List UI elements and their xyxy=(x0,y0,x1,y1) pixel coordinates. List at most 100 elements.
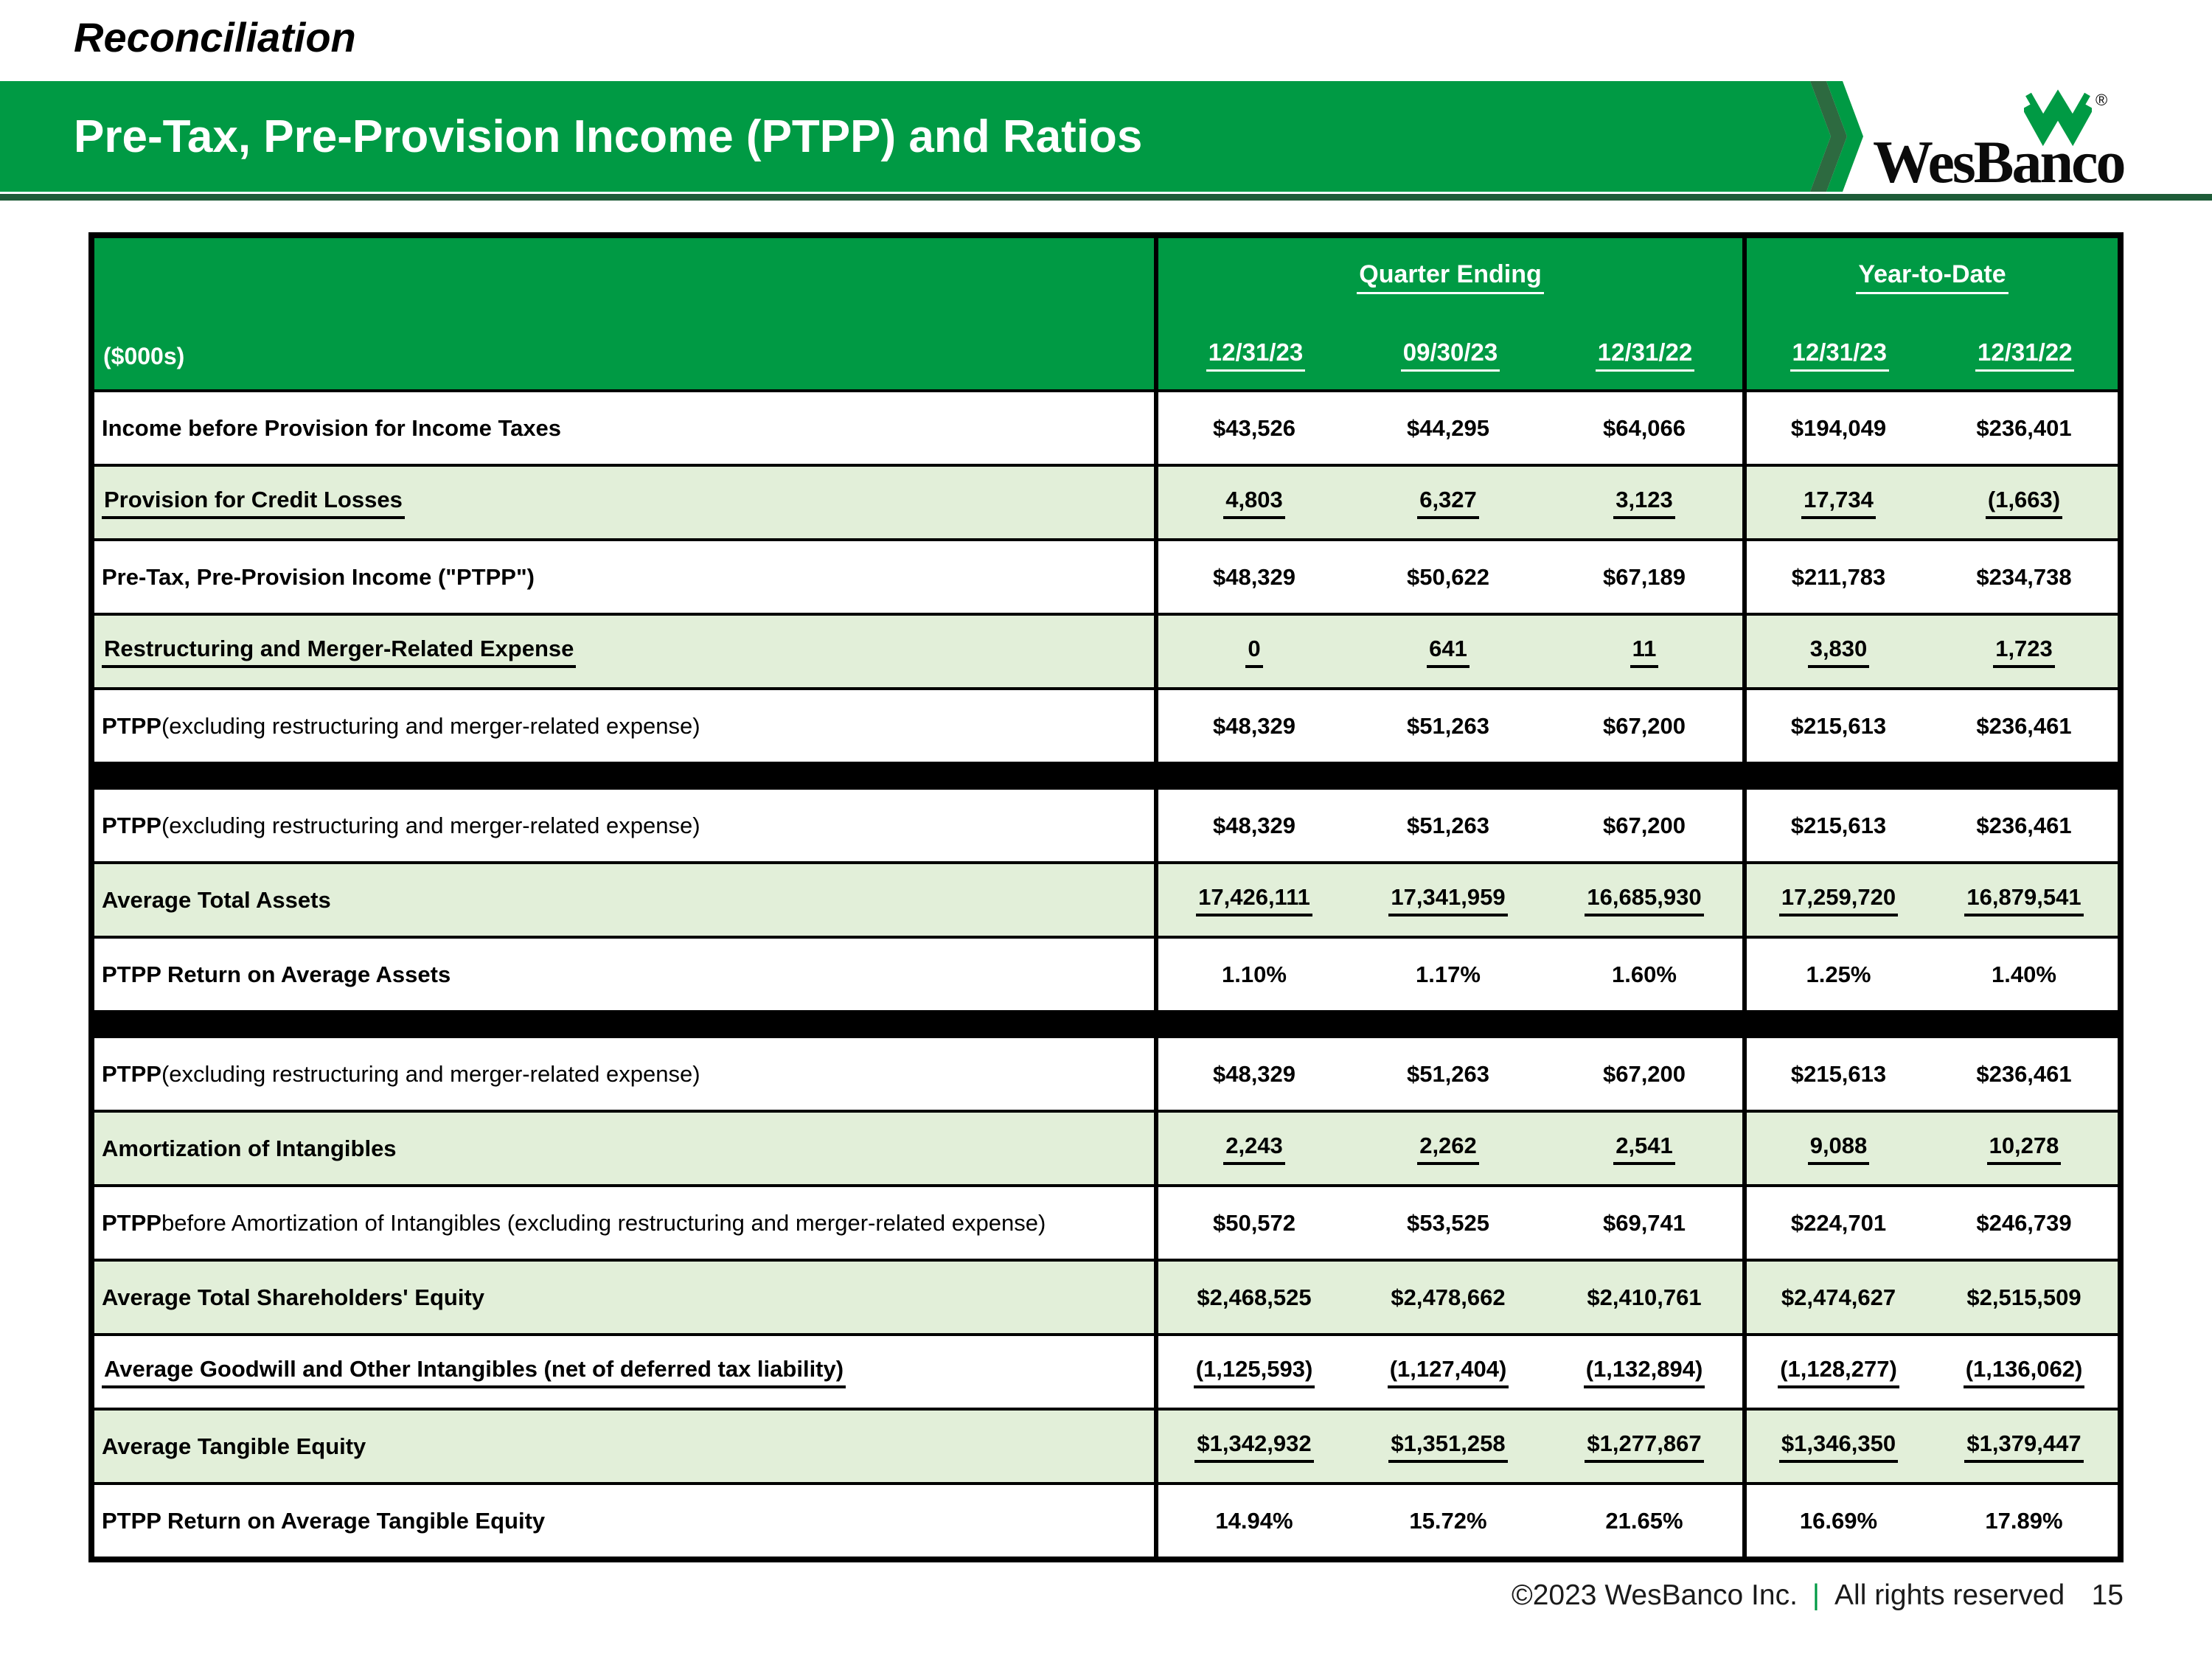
cell-value: $2,478,662 xyxy=(1391,1284,1506,1310)
cell-value: 17,426,111 xyxy=(1154,864,1350,936)
cell-value: 11 xyxy=(1546,616,1742,687)
cell-value: $215,613 xyxy=(1742,690,1930,762)
cell-value: 17,259,720 xyxy=(1742,864,1930,936)
table-row: Pre-Tax, Pre-Provision Income ("PTPP") $4… xyxy=(94,538,2118,613)
cell-value: (1,127,404) xyxy=(1350,1336,1546,1408)
date-headers: 12/31/23 12/31/22 xyxy=(1747,338,2118,372)
cell-value: $1,346,350 xyxy=(1742,1411,1930,1482)
table-row: Amortization of Intangibles 2,243 2,262 2,5… xyxy=(94,1110,2118,1184)
cell-value: (1,136,062) xyxy=(1930,1336,2118,1408)
banner-title: Pre-Tax, Pre-Provision Income (PTPP) and… xyxy=(74,111,1143,162)
cell-value: $50,622 xyxy=(1406,563,1490,590)
cell-value: $215,613 xyxy=(1742,1038,1930,1110)
cell-value: $211,783 xyxy=(1742,541,1930,613)
cell-value: $51,263 xyxy=(1406,812,1490,838)
table-row: PTPP (excluding restructuring and merger… xyxy=(94,787,2118,861)
title-banner: Pre-Tax, Pre-Provision Income (PTPP) and… xyxy=(0,81,1810,192)
banner-chevron-icon xyxy=(1810,81,1863,192)
footer-separator: | xyxy=(1812,1579,1820,1611)
cell-value: $1,379,447 xyxy=(1930,1411,2118,1482)
cell-value: 0 xyxy=(1154,616,1350,687)
quarter-ending-group: Quarter Ending 12/31/23 09/30/23 12/31/2… xyxy=(1154,238,1742,389)
registered-mark: ® xyxy=(2096,91,2108,109)
cell-value: $2,474,627 xyxy=(1742,1262,1930,1333)
cell-value: $48,329 xyxy=(1154,1038,1350,1110)
date-header: 12/31/22 xyxy=(1548,338,1742,372)
cell-value: $236,461 xyxy=(1976,1060,2072,1087)
cell-value: 3,830 xyxy=(1742,616,1930,687)
units-header-cell: ($000s) xyxy=(94,238,1154,389)
cell-value: $1,277,867 xyxy=(1546,1411,1742,1482)
table-row: PTPP before Amortization of Intangibles … xyxy=(94,1184,2118,1259)
cell-value: (1,663) xyxy=(1930,467,2118,538)
cell-value: $67,200 xyxy=(1602,1060,1686,1087)
cell-value: (1,125,593) xyxy=(1154,1336,1350,1408)
date-header: 12/31/22 xyxy=(1933,338,2118,372)
table-row: Average Goodwill and Other Intangibles (… xyxy=(94,1333,2118,1408)
table-row: Income before Provision for Income Taxes… xyxy=(94,389,2118,464)
table-header-row: ($000s) Quarter Ending 12/31/23 09/30/23… xyxy=(94,238,2118,389)
rights-text: All rights reserved xyxy=(1834,1579,2065,1611)
group-header: Quarter Ending xyxy=(1158,260,1742,294)
table-row: PTPP (excluding restructuring and merger… xyxy=(94,687,2118,762)
page-title: Reconciliation xyxy=(74,14,356,60)
cell-value: 1.10% xyxy=(1154,939,1350,1010)
table-row: PTPP Return on Average Tangible Equity 14… xyxy=(94,1482,2118,1557)
date-headers: 12/31/23 09/30/23 12/31/22 xyxy=(1158,338,1742,372)
cell-value: $50,572 xyxy=(1154,1187,1350,1259)
cell-value: 1.25% xyxy=(1742,939,1930,1010)
cell-value: 2,541 xyxy=(1546,1113,1742,1184)
cell-value: (1,128,277) xyxy=(1742,1336,1930,1408)
cell-value: $67,200 xyxy=(1602,712,1686,739)
table-row: PTPP (excluding restructuring and merger… xyxy=(94,1035,2118,1110)
cell-value: $2,515,509 xyxy=(1966,1284,2081,1310)
footer: ©2023 WesBanco Inc. | All rights reserve… xyxy=(1512,1575,2124,1616)
row-label: PTPP before Amortization of Intangibles … xyxy=(102,1209,1046,1236)
reconciliation-table: ($000s) Quarter Ending 12/31/23 09/30/23… xyxy=(88,232,2124,1562)
cell-value: $224,701 xyxy=(1742,1187,1930,1259)
cell-value: 10,278 xyxy=(1930,1113,2118,1184)
table-body: Income before Provision for Income Taxes… xyxy=(94,389,2118,1557)
cell-value: $69,741 xyxy=(1602,1209,1686,1236)
cell-value: $236,401 xyxy=(1976,414,2072,441)
cell-value: 1,723 xyxy=(1930,616,2118,687)
cell-value: 2,262 xyxy=(1350,1113,1546,1184)
cell-value: $236,461 xyxy=(1976,712,2072,739)
cell-value: $51,263 xyxy=(1406,1060,1490,1087)
cell-value: $51,263 xyxy=(1406,712,1490,739)
row-label: Income before Provision for Income Taxes xyxy=(102,414,562,441)
cell-value: $1,342,932 xyxy=(1154,1411,1350,1482)
row-label: Average Total Shareholders' Equity xyxy=(102,1284,485,1310)
cell-value: $2,410,761 xyxy=(1587,1284,1702,1310)
table-row: Average Total Shareholders' Equity $2,468… xyxy=(94,1259,2118,1333)
cell-value: 1.60% xyxy=(1612,961,1677,987)
cell-value: 17.89% xyxy=(1985,1507,2063,1534)
row-label: Restructuring and Merger-Related Expense xyxy=(94,616,1154,687)
cell-value: $246,739 xyxy=(1976,1209,2072,1236)
table-row: Average Total Assets 17,426,111 17,341,959… xyxy=(94,861,2118,936)
cell-value: $64,066 xyxy=(1602,414,1686,441)
row-label: PTPP (excluding restructuring and merger… xyxy=(102,812,700,838)
cell-value: 1.17% xyxy=(1416,961,1481,987)
row-label: Provision for Credit Losses xyxy=(94,467,1154,538)
cell-value: 1.40% xyxy=(1992,961,2056,987)
cell-value: $43,526 xyxy=(1154,392,1350,464)
cell-value: 21.65% xyxy=(1605,1507,1683,1534)
row-label: Average Tangible Equity xyxy=(102,1433,366,1459)
cell-value: 641 xyxy=(1350,616,1546,687)
row-label: PTPP Return on Average Tangible Equity xyxy=(102,1507,546,1534)
cell-value: 17,341,959 xyxy=(1350,864,1546,936)
table-row: Restructuring and Merger-Related Expense… xyxy=(94,613,2118,687)
year-to-date-group: Year-to-Date 12/31/23 12/31/22 xyxy=(1742,238,2118,389)
section-divider xyxy=(94,1010,2118,1035)
date-header: 09/30/23 xyxy=(1353,338,1548,372)
cell-value: 17,734 xyxy=(1742,467,1930,538)
row-label: Average Goodwill and Other Intangibles (… xyxy=(94,1336,1154,1408)
row-label: Pre-Tax, Pre-Provision Income ("PTPP") xyxy=(102,563,535,590)
cell-value: $2,468,525 xyxy=(1154,1262,1350,1333)
cell-value: $215,613 xyxy=(1742,790,1930,861)
row-label: Average Total Assets xyxy=(102,886,331,913)
cell-value: 16,685,930 xyxy=(1546,864,1742,936)
cell-value: $48,329 xyxy=(1154,541,1350,613)
header-rule xyxy=(0,194,2212,201)
